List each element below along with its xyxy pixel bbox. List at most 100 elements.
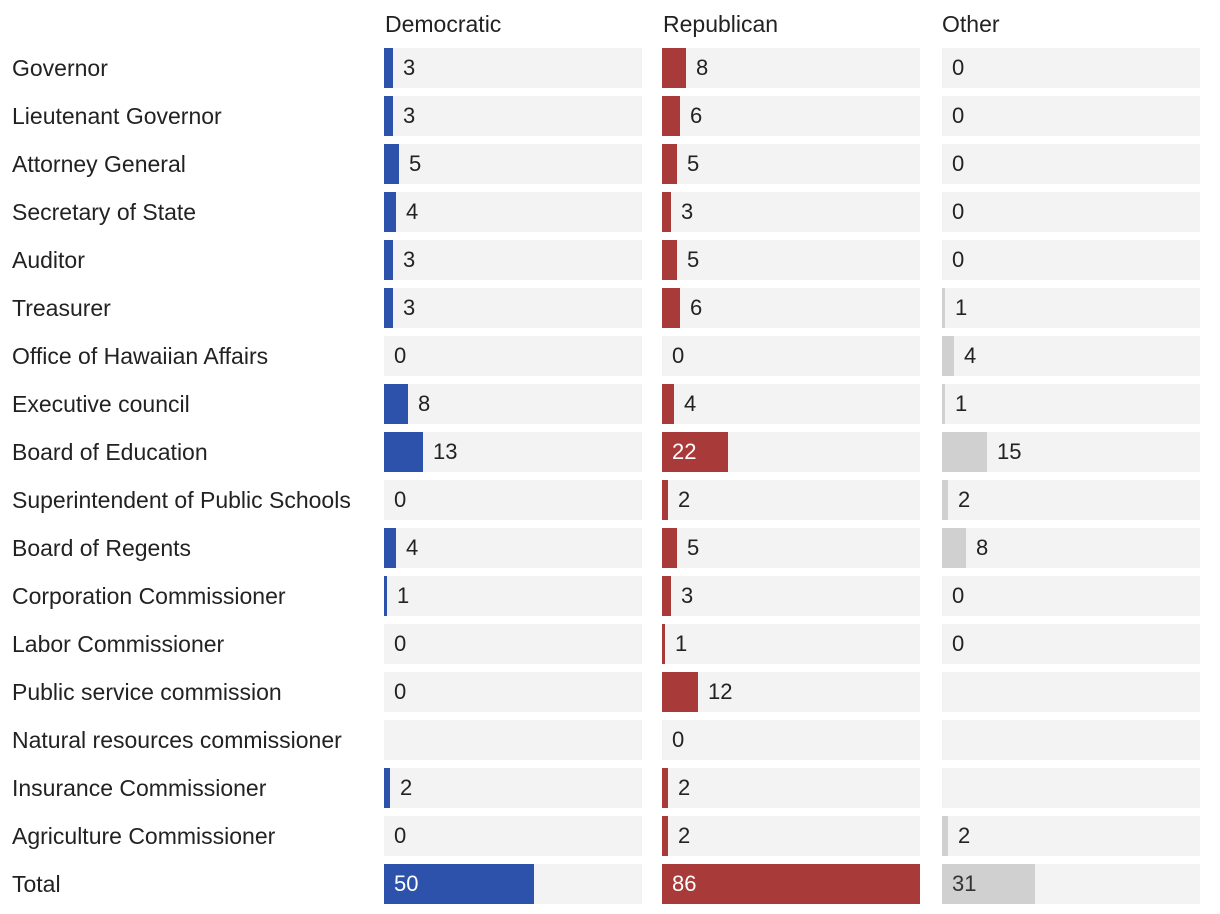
bar-republican bbox=[662, 576, 671, 616]
bar-other bbox=[942, 528, 966, 568]
value-label-democratic: 1 bbox=[397, 583, 410, 608]
cell-republican: 6 bbox=[662, 96, 920, 136]
cell-other: 0 bbox=[942, 48, 1200, 88]
cell-democratic: 1 bbox=[384, 576, 642, 616]
cell-republican: 2 bbox=[662, 816, 920, 856]
row-label: Agriculture Commissioner bbox=[12, 823, 276, 849]
value-label-republican: 4 bbox=[684, 391, 697, 416]
row-label: Office of Hawaiian Affairs bbox=[12, 343, 269, 369]
cell-democratic: 0 bbox=[384, 336, 642, 376]
value-label-republican: 22 bbox=[672, 439, 697, 464]
cell-other: 0 bbox=[942, 624, 1200, 664]
bar-republican bbox=[662, 816, 668, 856]
cell-republican: 3 bbox=[662, 192, 920, 232]
cell-republican: 5 bbox=[662, 144, 920, 184]
value-label-other: 2 bbox=[958, 487, 971, 512]
row-label: Board of Education bbox=[12, 439, 208, 465]
column-header-democratic: Democratic bbox=[385, 11, 502, 37]
cell-democratic: 0 bbox=[384, 672, 642, 712]
cell-other: 15 bbox=[942, 432, 1200, 472]
cell-democratic: 4 bbox=[384, 528, 642, 568]
value-label-democratic: 5 bbox=[409, 151, 422, 176]
value-label-republican: 0 bbox=[672, 343, 685, 368]
value-label-democratic: 13 bbox=[433, 439, 458, 464]
bar-democratic bbox=[384, 240, 393, 280]
cell-other: 0 bbox=[942, 96, 1200, 136]
bar-other bbox=[942, 816, 948, 856]
bar-republican bbox=[662, 384, 674, 424]
bar-other bbox=[942, 432, 987, 472]
bar-republican bbox=[662, 864, 920, 904]
value-label-other: 0 bbox=[952, 151, 965, 176]
value-label-democratic: 3 bbox=[403, 247, 416, 272]
bar-democratic bbox=[384, 768, 390, 808]
value-label-democratic: 4 bbox=[406, 199, 419, 224]
bar-republican bbox=[662, 48, 686, 88]
cell-republican: 5 bbox=[662, 240, 920, 280]
value-label-democratic: 0 bbox=[394, 343, 407, 368]
bar-other bbox=[942, 864, 1035, 904]
row-label: Insurance Commissioner bbox=[12, 775, 267, 801]
cell-republican: 1 bbox=[662, 624, 920, 664]
value-label-democratic: 8 bbox=[418, 391, 431, 416]
cell-republican: 22 bbox=[662, 432, 920, 472]
value-label-republican: 2 bbox=[678, 487, 691, 512]
cell-republican: 5 bbox=[662, 528, 920, 568]
row-label: Labor Commissioner bbox=[12, 631, 225, 657]
cell-democratic: 50 bbox=[384, 864, 642, 904]
value-label-other: 0 bbox=[952, 103, 965, 128]
cell-republican: 0 bbox=[662, 336, 920, 376]
row-label: Natural resources commissioner bbox=[12, 727, 342, 753]
cell-other: 2 bbox=[942, 480, 1200, 520]
value-label-democratic: 50 bbox=[394, 871, 419, 896]
bar-other bbox=[942, 480, 948, 520]
cell-other: 4 bbox=[942, 336, 1200, 376]
bar-republican bbox=[662, 288, 680, 328]
value-label-republican: 2 bbox=[678, 823, 691, 848]
bar-republican bbox=[662, 768, 668, 808]
cell-other: 0 bbox=[942, 240, 1200, 280]
value-label-republican: 6 bbox=[690, 103, 703, 128]
value-label-democratic: 4 bbox=[406, 535, 419, 560]
cell-democratic: 2 bbox=[384, 768, 642, 808]
cell-other: 2 bbox=[942, 816, 1200, 856]
column-header-other: Other bbox=[942, 11, 1000, 37]
row-label: Secretary of State bbox=[12, 199, 197, 225]
bar-republican bbox=[662, 480, 668, 520]
bar-republican bbox=[662, 144, 677, 184]
cell-democratic: 4 bbox=[384, 192, 642, 232]
row-label: Superintendent of Public Schools bbox=[12, 487, 351, 513]
row-label: Lieutenant Governor bbox=[12, 103, 222, 129]
bar-democratic bbox=[384, 432, 423, 472]
bar-republican bbox=[662, 624, 665, 664]
value-label-democratic: 3 bbox=[403, 295, 416, 320]
cell-democratic: 0 bbox=[384, 816, 642, 856]
value-label-democratic: 2 bbox=[400, 775, 413, 800]
bar-democratic bbox=[384, 864, 534, 904]
cell-democratic: 3 bbox=[384, 48, 642, 88]
row-label: Auditor bbox=[12, 247, 85, 273]
value-label-other: 0 bbox=[952, 199, 965, 224]
value-label-other: 31 bbox=[952, 871, 977, 896]
cell-republican: 3 bbox=[662, 576, 920, 616]
value-label-other: 15 bbox=[997, 439, 1022, 464]
row-label: Public service commission bbox=[12, 679, 282, 705]
bar-republican bbox=[662, 192, 671, 232]
value-label-other: 4 bbox=[964, 343, 977, 368]
value-label-other: 0 bbox=[952, 55, 965, 80]
value-label-other: 1 bbox=[955, 295, 968, 320]
cell-democratic: 8 bbox=[384, 384, 642, 424]
row-label: Total bbox=[12, 871, 61, 897]
cell-republican: 8 bbox=[662, 48, 920, 88]
cell-republican: 0 bbox=[662, 720, 920, 760]
bar-other bbox=[942, 384, 945, 424]
cell-other: 8 bbox=[942, 528, 1200, 568]
value-label-other: 0 bbox=[952, 583, 965, 608]
value-label-republican: 0 bbox=[672, 727, 685, 752]
row-label: Treasurer bbox=[12, 295, 111, 321]
value-label-republican: 2 bbox=[678, 775, 691, 800]
value-label-republican: 5 bbox=[687, 535, 700, 560]
bar-democratic bbox=[384, 384, 408, 424]
value-label-other: 2 bbox=[958, 823, 971, 848]
